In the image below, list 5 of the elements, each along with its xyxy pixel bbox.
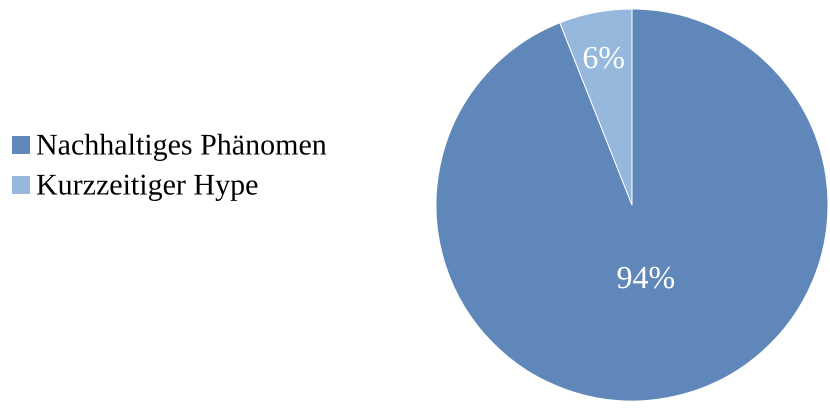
data-label: 6% xyxy=(582,38,626,75)
pie-slice xyxy=(436,8,828,402)
legend-label: Kurzzeitiger Hype xyxy=(36,168,258,202)
legend-label: Nachhaltiges Phänomen xyxy=(36,128,327,162)
data-label: 94% xyxy=(616,259,676,296)
